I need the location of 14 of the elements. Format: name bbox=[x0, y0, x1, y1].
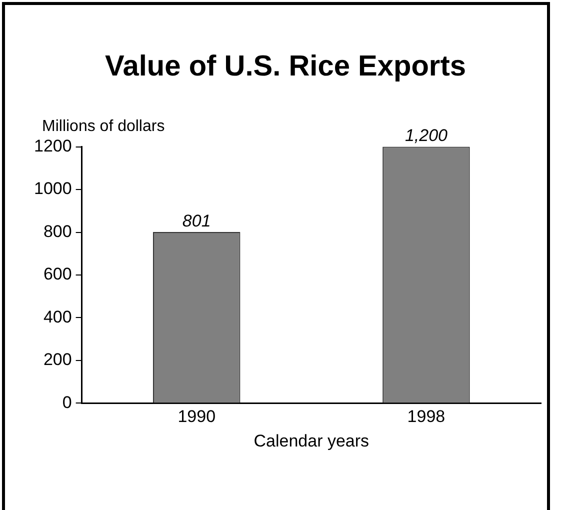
x-tick-label: 1990 bbox=[178, 407, 216, 426]
chart-title: Value of U.S. Rice Exports bbox=[105, 50, 466, 82]
data-label: 801 bbox=[182, 211, 211, 230]
y-tick-label: 1000 bbox=[34, 179, 72, 198]
y-axis-title: Millions of dollars bbox=[42, 118, 165, 136]
y-tick-label: 1200 bbox=[34, 136, 72, 156]
y-tick-label: 400 bbox=[43, 307, 72, 326]
x-axis-title: Calendar years bbox=[254, 431, 370, 450]
y-tick-label: 800 bbox=[43, 222, 72, 241]
y-tick-label: 600 bbox=[43, 264, 72, 284]
x-tick-label: 1998 bbox=[407, 407, 446, 426]
y-tick-label: 0 bbox=[62, 392, 72, 412]
data-label: 1,200 bbox=[404, 126, 448, 146]
y-tick-label: 200 bbox=[43, 350, 72, 370]
